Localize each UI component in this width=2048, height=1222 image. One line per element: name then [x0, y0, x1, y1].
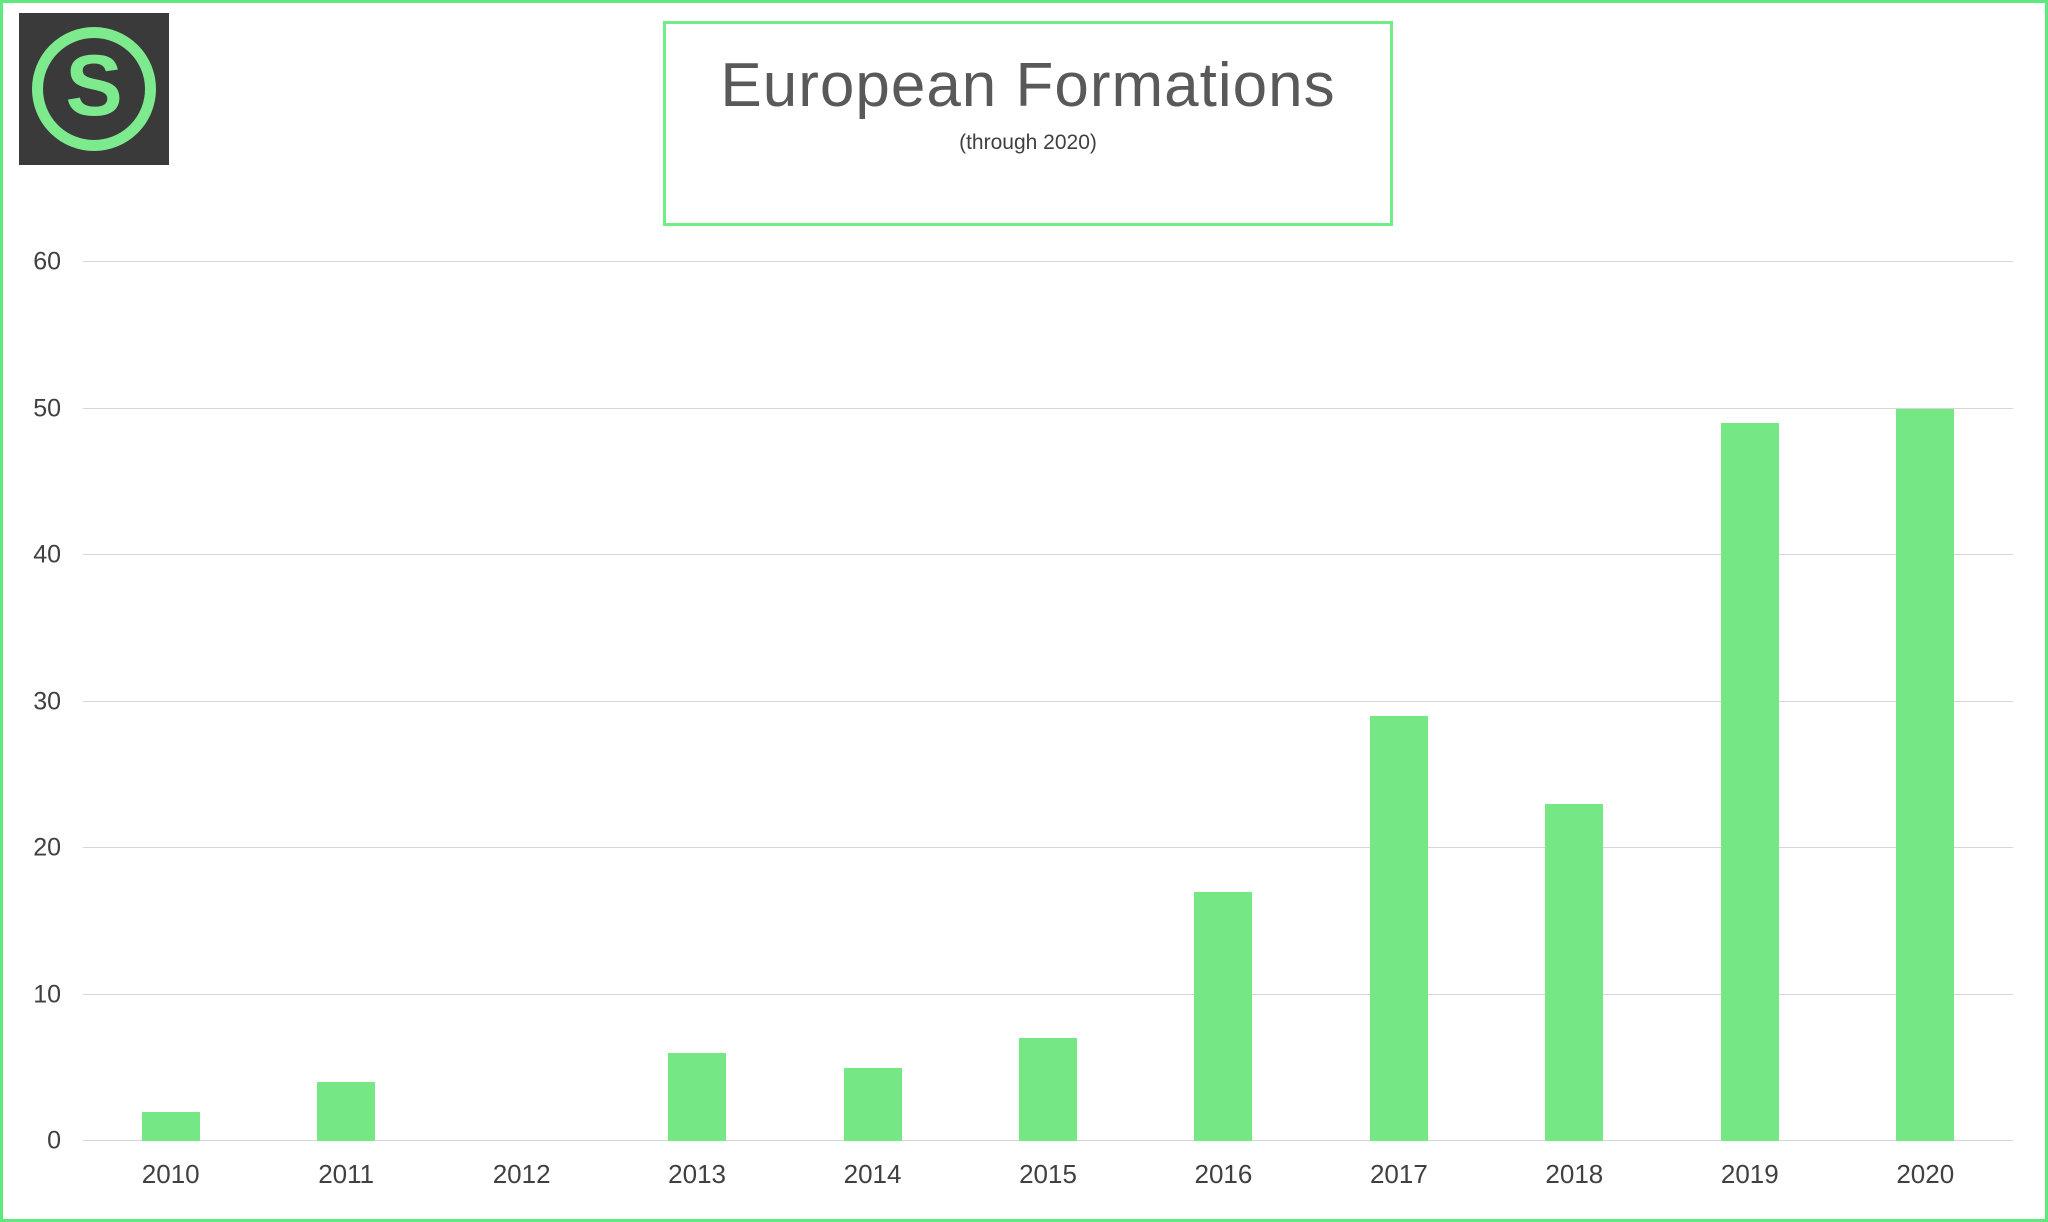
bar-2018	[1545, 804, 1604, 1141]
bar-2020	[1896, 408, 1955, 1141]
plot-area	[83, 261, 2013, 1141]
x-tick-label: 2019	[1720, 1159, 1779, 1189]
bar-column	[960, 262, 1135, 1141]
bar-column	[1838, 262, 2013, 1141]
bars-row	[83, 262, 2013, 1141]
bar-2019	[1720, 423, 1779, 1141]
bar-2015	[1018, 1038, 1077, 1141]
gridline	[83, 700, 2013, 702]
x-tick-label: 2015	[1019, 1159, 1077, 1189]
y-tick-label: 10	[33, 980, 61, 1009]
logo: S	[19, 13, 169, 165]
chart-subtitle: (through 2020)	[959, 131, 1097, 154]
x-tick-label: 2011	[318, 1159, 375, 1189]
bar-column	[83, 262, 258, 1141]
y-tick-label: 0	[47, 1126, 61, 1155]
x-tick-label: 2010	[141, 1159, 200, 1189]
logo-letter: S	[65, 38, 123, 134]
x-axis: 2010 2011 2012 2013 2014 2015 2016 2017 2018 2019…	[83, 1159, 2013, 1190]
bar-2010	[141, 1111, 200, 1141]
x-tick-label: 2013	[668, 1159, 726, 1189]
y-tick-label: 50	[33, 394, 61, 422]
bar-column	[1487, 262, 1662, 1141]
x-tick-label: 2016	[1194, 1159, 1253, 1189]
chart-title: European Formations	[720, 51, 1336, 120]
gridline	[83, 993, 2013, 995]
x-tick-label: 2014	[843, 1159, 902, 1189]
x-tick-label: 2012	[492, 1159, 551, 1189]
y-tick-label: 60	[33, 247, 61, 276]
bar-2011	[317, 1082, 376, 1141]
y-tick-label: 40	[33, 540, 61, 569]
bar-column	[1662, 262, 1837, 1141]
title-box: European Formations (through 2020)	[663, 21, 1393, 226]
bar-column	[1311, 262, 1486, 1141]
bar-2013	[668, 1053, 727, 1141]
gridline	[83, 554, 2013, 556]
bar-column	[258, 262, 433, 1141]
bar-2016	[1194, 891, 1253, 1141]
bar-2017	[1369, 716, 1428, 1141]
bar-2014	[843, 1067, 902, 1141]
gridline	[83, 847, 2013, 849]
x-tick-label: 2017	[1369, 1159, 1428, 1189]
y-tick-label: 30	[33, 687, 61, 715]
logo-circle-icon: S	[32, 27, 156, 151]
bar-column	[1136, 262, 1311, 1141]
y-tick-label: 20	[33, 833, 61, 862]
bar-column	[785, 262, 960, 1141]
y-axis: 0 10 20 30 40 50 60	[3, 248, 65, 1155]
gridline	[83, 261, 2013, 262]
x-tick-label: 2020	[1896, 1159, 1955, 1189]
bar-column	[434, 262, 609, 1141]
bar-column	[609, 262, 784, 1141]
gridline	[83, 407, 2013, 409]
x-tick-label: 2018	[1545, 1159, 1604, 1189]
